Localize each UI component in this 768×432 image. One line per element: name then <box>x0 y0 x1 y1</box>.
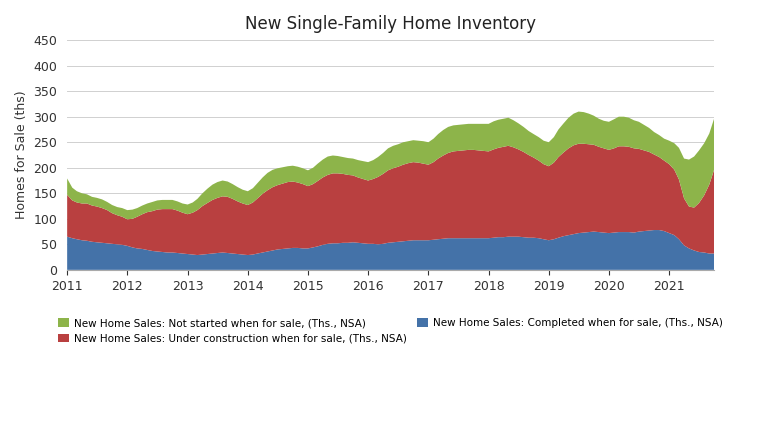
Title: New Single-Family Home Inventory: New Single-Family Home Inventory <box>245 15 536 33</box>
Legend: New Home Sales: Not started when for sale, (Ths., NSA), New Home Sales: Under co: New Home Sales: Not started when for sal… <box>55 314 727 348</box>
Y-axis label: Homes for Sale (ths): Homes for Sale (ths) <box>15 91 28 219</box>
